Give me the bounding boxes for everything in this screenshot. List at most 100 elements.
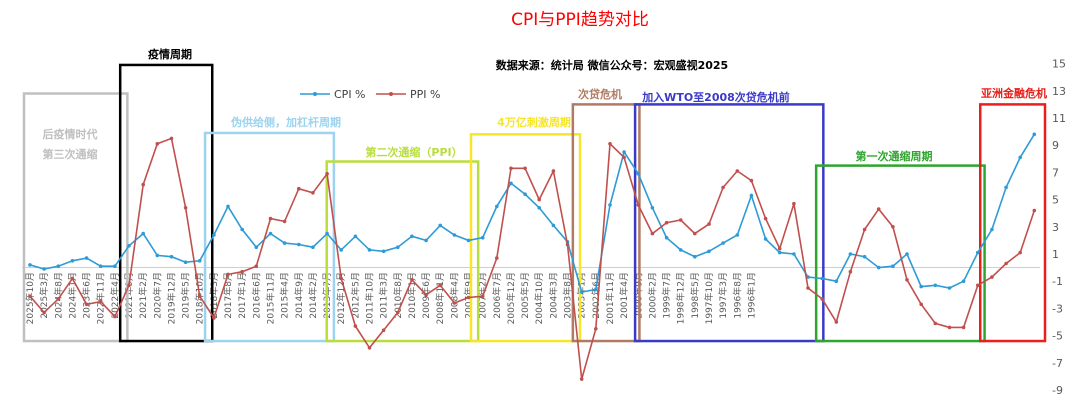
cpi-point (410, 234, 414, 239)
period-label: 亚洲金融危机 (981, 86, 1047, 100)
cpi-point (707, 249, 711, 254)
ppi-point (707, 222, 711, 226)
ppi-point (438, 283, 443, 288)
ppi-point (183, 206, 188, 210)
cpi-point (537, 206, 541, 210)
ppi-point (424, 293, 428, 297)
ppi-point (721, 185, 725, 190)
cpi-point (891, 264, 895, 269)
x-tick-label: 2005年5月 (519, 272, 531, 319)
cpi-point (820, 276, 824, 281)
period-box (978, 103, 1047, 343)
x-tick-label: 2014年2月 (307, 272, 319, 319)
x-tick-label: 2003年8月 (562, 272, 574, 319)
cpi-point (381, 249, 386, 254)
ppi-point (254, 264, 259, 269)
x-tick-label: 2023年6月 (81, 272, 93, 319)
x-tick-label: 2011年3月 (378, 272, 390, 319)
cpi-point (452, 233, 457, 237)
period-box (814, 164, 986, 343)
cpi-point (367, 248, 372, 252)
ppi-point (367, 346, 372, 350)
ppi-point (56, 297, 61, 301)
period-box (203, 131, 336, 343)
cpi-point (466, 238, 471, 243)
ppi-point (848, 269, 853, 274)
period-box (571, 103, 641, 343)
cpi-point (396, 245, 400, 249)
cpi-point (98, 264, 103, 269)
cpi-point (594, 287, 598, 292)
ppi-point (608, 142, 612, 146)
y-tick-label: 3 (1052, 221, 1059, 234)
ppi-point (806, 286, 810, 290)
x-tick-label: 1996年8月 (731, 272, 743, 319)
cpi-point (523, 192, 527, 196)
ppi-point (749, 178, 754, 183)
period-label: 伪供给侧，加杠杆周期 (230, 115, 341, 129)
x-tick-label: 2001年11月 (604, 272, 616, 324)
cpi-point (169, 254, 174, 259)
x-tick-label: 2005年12月 (505, 272, 517, 324)
cpi-point (56, 264, 61, 269)
cpi-point (1032, 132, 1037, 137)
ppi-point (792, 201, 796, 206)
ppi-point (339, 276, 344, 281)
x-tick-label: 2004年10月 (533, 272, 545, 324)
period-label: 4万亿刺激周期 (497, 115, 571, 129)
ppi-point (155, 142, 160, 146)
ppi-point (834, 320, 839, 324)
cpi-point (650, 206, 655, 210)
cpi-point (311, 245, 315, 249)
period-box (633, 103, 825, 343)
x-tick-label: 2015年11月 (264, 272, 276, 324)
cpi-point (777, 250, 782, 255)
cpi-point (919, 284, 923, 289)
ppi-point (297, 186, 301, 191)
ppi-point (325, 172, 329, 176)
x-tick-label: 2012年5月 (349, 272, 361, 319)
cpi-point (721, 241, 725, 245)
ppi-point (862, 227, 867, 232)
ppi-point (1018, 250, 1022, 255)
period-box (469, 133, 582, 343)
x-tick-label: 2016年6月 (250, 272, 262, 319)
cpi-point (297, 242, 301, 247)
cpi-point (141, 231, 145, 236)
x-tick-label: 2007年9月 (463, 272, 475, 319)
x-tick-label: 1998年12月 (675, 272, 687, 324)
cpi-point (749, 193, 754, 198)
period-box (22, 92, 129, 343)
cpi-point (353, 234, 358, 239)
ppi-point (622, 155, 626, 160)
legend: CPI % PPI % (300, 88, 440, 101)
ppi-point (650, 231, 655, 236)
y-tick-label: 7 (1052, 166, 1059, 179)
cpi-point (608, 203, 612, 207)
ppi-point (311, 191, 315, 195)
x-tick-label: 1997年3月 (717, 272, 729, 319)
x-tick-label: 2004年3月 (547, 272, 559, 319)
y-tick-label: 9 (1052, 139, 1059, 152)
ppi-point (876, 207, 881, 211)
ppi-point (905, 278, 909, 282)
ppi-point (28, 294, 32, 299)
ppi-point (226, 272, 230, 277)
cpi-point (339, 248, 344, 252)
cpi-point (197, 259, 202, 263)
x-tick-label: 2006年7月 (491, 272, 503, 319)
x-tick-label: 2001年4月 (618, 272, 630, 319)
cpi-point (1018, 155, 1022, 160)
x-axis: 2025年10月 2025年3月 2024年8月 2024年1月 2023年6月 2022… (22, 267, 1040, 324)
x-tick-label: 2008年4月 (448, 272, 460, 319)
ppi-point (976, 283, 980, 288)
x-tick-label: 1996年1月 (745, 272, 757, 319)
x-tick-label: 2008年11月 (434, 272, 446, 324)
cpi-point (1004, 185, 1008, 190)
ppi-series-line (29, 137, 1036, 380)
y-tick-label: -9 (1052, 384, 1063, 397)
ppi-point (551, 169, 556, 173)
cpi-point (240, 227, 244, 232)
ppi-point (1004, 261, 1008, 266)
